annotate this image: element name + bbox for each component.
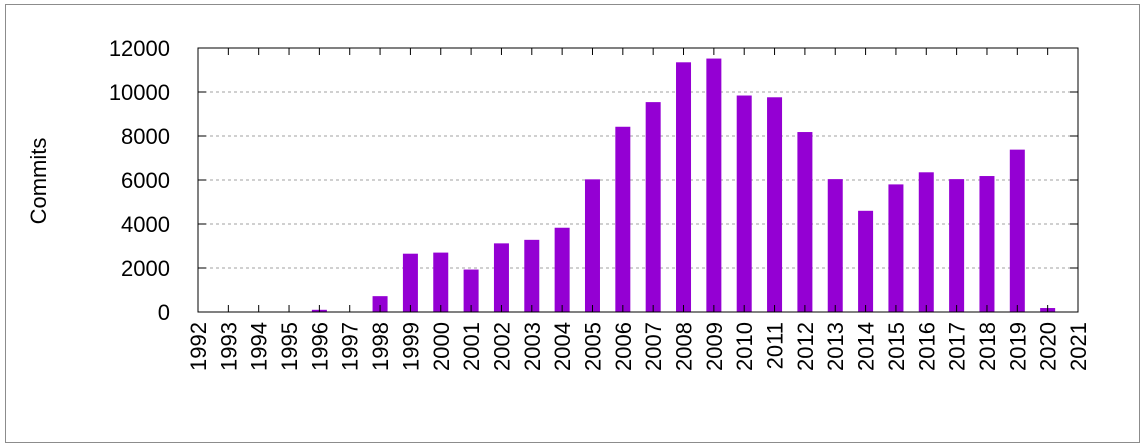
bar-2012 [797,132,813,312]
bar-2015 [888,184,904,312]
x-tick-label: 2017 [945,322,970,371]
bar-2006 [615,126,631,312]
bar-2017 [949,179,965,312]
y-tick-label: 2000 [121,256,170,281]
bar-2005 [584,179,600,312]
y-tick-label: 6000 [121,168,170,193]
x-tick-label: 2018 [975,322,1000,371]
y-tick-label: 4000 [121,212,170,237]
x-tick-label: 2013 [823,322,848,371]
x-tick-label: 2005 [580,322,605,371]
bar-2011 [767,97,783,312]
x-tick-label: 2021 [1066,322,1091,371]
x-tick-label: 2020 [1036,322,1061,371]
bar-2002 [493,243,509,312]
x-tick-label: 1993 [216,322,241,371]
bar-2010 [736,95,752,313]
bar-2013 [827,179,843,312]
x-tick-label: 2006 [611,322,636,371]
x-tick-label: 2008 [672,322,697,371]
x-tick-label: 2015 [884,322,909,371]
y-axis-title: Commits [26,138,51,225]
y-tick-label: 10000 [109,80,170,105]
x-tick-label: 1997 [338,322,363,371]
x-tick-label: 1999 [398,322,423,371]
y-tick-label: 0 [158,300,170,325]
x-tick-label: 2016 [914,322,939,371]
bar-2004 [554,227,570,312]
x-tick-label: 1994 [247,322,272,371]
x-tick-label: 2002 [489,322,514,371]
y-tick-label: 12000 [109,36,170,61]
grid-lines [198,91,1078,269]
bar-2016 [918,172,934,312]
x-tick-label: 2011 [763,322,788,369]
x-tick-label: 2012 [793,322,818,371]
bar-2003 [524,239,540,312]
y-tick-label: 8000 [121,124,170,149]
x-tick-label: 2003 [520,322,545,371]
bar-2009 [706,58,722,313]
bar-1999 [402,253,418,312]
x-tick-label: 2001 [459,322,484,371]
x-tick-label: 2007 [641,322,666,371]
bar-2001 [463,269,479,312]
bar-2000 [433,252,449,312]
x-tick-label: 2010 [732,322,757,371]
axes [197,47,1079,313]
bar-2018 [979,176,995,312]
x-tick-label: 2014 [854,322,879,371]
bar-1998 [372,296,388,312]
bars [311,58,1056,313]
bar-2019 [1009,149,1025,312]
x-tick-label: 2004 [550,322,575,371]
bar-2007 [645,102,661,313]
bar-2014 [858,210,874,312]
plot-border [197,47,1079,313]
x-tick-label: 1998 [368,322,393,371]
x-tick-label: 2000 [429,322,454,371]
x-tick-label: 1996 [307,322,332,371]
bar-2008 [676,62,692,312]
x-tick-label: 2009 [702,322,727,371]
x-tick-label: 2019 [1005,322,1030,371]
x-tick-label: 1995 [277,322,302,371]
x-tick-label: 1992 [186,322,211,371]
